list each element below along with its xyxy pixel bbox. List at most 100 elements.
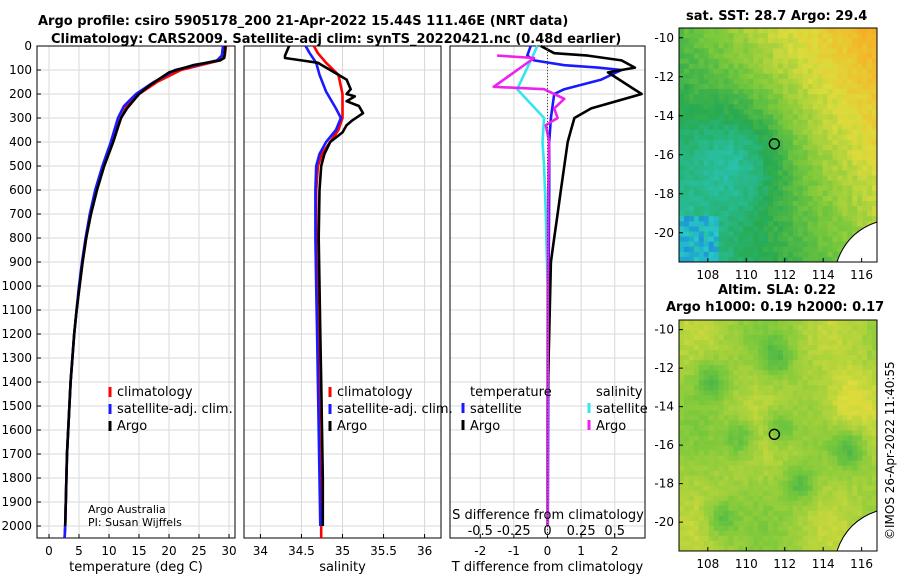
map-cell bbox=[847, 185, 853, 192]
map-cell bbox=[743, 420, 749, 426]
map-cell bbox=[703, 370, 710, 376]
map-cell bbox=[812, 340, 818, 346]
map-cell bbox=[693, 495, 700, 502]
map-cell bbox=[872, 160, 878, 166]
map-cell bbox=[743, 73, 749, 80]
map-cell bbox=[713, 485, 719, 492]
map-cell bbox=[758, 195, 764, 202]
map-cell bbox=[718, 455, 724, 462]
map-cell bbox=[802, 185, 809, 192]
map-cell bbox=[688, 440, 695, 446]
map-cell bbox=[862, 195, 868, 202]
map-cell bbox=[753, 360, 759, 366]
map-cell bbox=[837, 505, 843, 512]
map-cell bbox=[688, 455, 695, 462]
map-cell bbox=[802, 435, 809, 441]
map-cell bbox=[738, 545, 744, 552]
map-cell bbox=[738, 530, 744, 537]
map-cell bbox=[738, 63, 744, 70]
map-cell bbox=[778, 150, 784, 156]
map-cell bbox=[753, 246, 759, 253]
map-cell bbox=[852, 160, 858, 166]
map-cell bbox=[807, 450, 814, 456]
map-cell bbox=[688, 355, 695, 361]
map-cell bbox=[679, 28, 685, 34]
map-cell bbox=[733, 190, 739, 197]
map-cell bbox=[778, 470, 784, 477]
map-cell bbox=[807, 226, 814, 232]
map-cell bbox=[837, 495, 843, 502]
map-cell bbox=[837, 206, 843, 212]
map-cell bbox=[688, 211, 695, 217]
map-cell bbox=[802, 525, 809, 532]
map-cell bbox=[778, 435, 784, 441]
map-cell bbox=[832, 109, 838, 115]
map-cell bbox=[679, 330, 685, 336]
map-cell bbox=[679, 124, 685, 131]
map-cell bbox=[773, 385, 779, 391]
y-tick-label: -18 bbox=[654, 187, 674, 201]
map-cell bbox=[743, 206, 749, 212]
map-cell bbox=[693, 490, 700, 497]
map-cell bbox=[812, 68, 818, 75]
map-cell bbox=[763, 180, 769, 187]
map-cell bbox=[852, 63, 858, 70]
map-cell bbox=[728, 510, 734, 517]
map-cell bbox=[693, 465, 700, 472]
map-cell bbox=[797, 216, 804, 222]
map-cell bbox=[837, 450, 843, 456]
map-cell bbox=[723, 150, 729, 156]
map-cell bbox=[718, 320, 724, 326]
map-cell bbox=[758, 43, 764, 49]
map-cell bbox=[867, 89, 873, 95]
map-cell bbox=[797, 540, 804, 547]
map-cell bbox=[807, 405, 814, 411]
map-cell bbox=[807, 139, 814, 146]
map-cell bbox=[753, 365, 759, 371]
map-cell bbox=[822, 246, 828, 253]
map-cell bbox=[698, 246, 705, 253]
map-cell bbox=[743, 515, 749, 522]
map-cell bbox=[698, 535, 705, 542]
map-cell bbox=[758, 475, 764, 482]
map-cell bbox=[797, 246, 804, 253]
map-cell bbox=[832, 200, 838, 207]
map-cell bbox=[787, 460, 794, 467]
x2-label: S difference from climatology bbox=[452, 508, 644, 523]
map-cell bbox=[862, 405, 868, 411]
map-cell bbox=[852, 350, 858, 356]
map-cell bbox=[857, 445, 863, 451]
map-cell bbox=[832, 400, 838, 406]
map-cell bbox=[733, 340, 739, 346]
map-cell bbox=[713, 63, 719, 70]
map-cell bbox=[827, 340, 833, 346]
map-cell bbox=[763, 460, 769, 467]
map-cell bbox=[817, 420, 823, 426]
map-cell bbox=[758, 104, 764, 110]
map-cell bbox=[773, 195, 779, 202]
map-cell bbox=[852, 185, 858, 192]
map-cell bbox=[683, 231, 690, 237]
map-cell bbox=[773, 134, 779, 141]
map-cell bbox=[807, 160, 814, 166]
map-cell bbox=[703, 28, 710, 34]
map-cell bbox=[787, 180, 794, 187]
map-cell bbox=[827, 28, 833, 34]
map-cell bbox=[797, 335, 804, 341]
map-cell bbox=[847, 190, 853, 197]
y-tick-label: 1500 bbox=[1, 399, 32, 413]
map-cell bbox=[708, 370, 715, 376]
map-cell bbox=[713, 500, 719, 507]
map-cell bbox=[748, 114, 754, 120]
map-cell bbox=[698, 195, 705, 202]
map-cell bbox=[867, 114, 873, 120]
map-cell bbox=[723, 410, 729, 416]
map-cell bbox=[679, 38, 685, 44]
map-cell bbox=[728, 256, 734, 263]
map-cell bbox=[743, 160, 749, 166]
map-cell bbox=[768, 190, 774, 197]
map-cell bbox=[817, 206, 823, 212]
map-cell bbox=[688, 370, 695, 376]
map-cell bbox=[842, 320, 848, 326]
